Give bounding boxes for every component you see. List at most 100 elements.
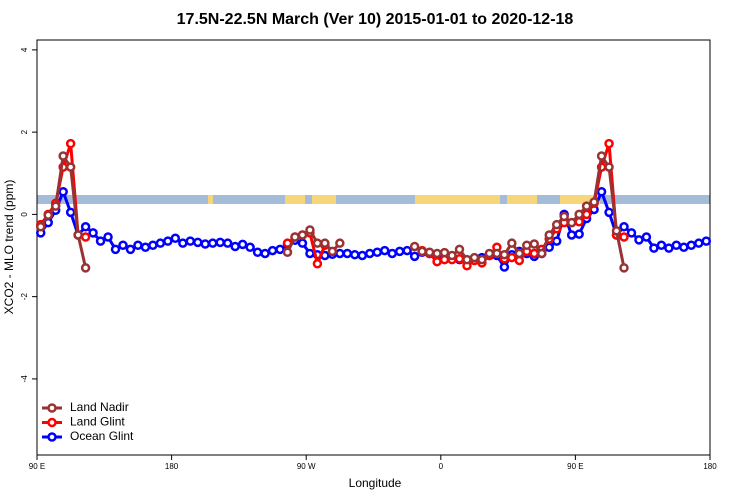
data-point [394,246,405,257]
y-tick-label: 0 [20,212,29,217]
data-point [342,248,353,259]
data-point [365,248,375,259]
data-point [140,242,151,253]
data-point [544,230,554,240]
data-point [596,151,607,161]
data-point [619,221,629,232]
data-point [335,248,345,259]
y-tick-label: -4 [20,375,29,383]
data-point [409,251,420,262]
series [35,151,629,273]
data-point [95,236,106,246]
data-point [125,244,136,255]
data-point [65,138,76,149]
y-axis-label: XCO2 - MLO trend (ppm) [2,180,16,315]
data-point [566,230,577,240]
data-point [604,207,614,218]
data-point [230,241,240,252]
data-point [686,240,697,250]
legend-marker [47,432,57,442]
data-point [484,248,495,259]
data-point [282,247,293,257]
data-point [551,219,562,230]
data-point [80,221,91,232]
data-point [507,238,517,248]
data-point [163,236,173,246]
data-point [65,207,76,218]
data-point [297,230,308,240]
data-point [215,237,225,248]
data-point [237,239,248,250]
data-point [88,228,98,238]
data-point [80,263,91,273]
data-point [664,243,674,253]
data-point [566,217,577,228]
data-point [619,232,629,242]
land-mask [37,195,710,204]
data-point [604,138,614,149]
data-point [118,240,128,250]
data-point [499,262,510,272]
data-point [350,249,360,260]
data-point [193,237,203,248]
legend-label: Ocean Glint [70,429,134,443]
legend-marker [47,403,57,413]
data-point [462,254,472,265]
data-point [694,238,704,248]
data-point [611,226,622,236]
data-point [417,246,427,257]
data-point [185,236,196,246]
data-point [260,248,270,259]
data-point [80,232,91,242]
data-point [529,239,540,249]
data-point [379,245,390,256]
data-point [492,248,502,259]
data-point [305,225,315,235]
data-point [596,187,607,197]
data-point [305,248,315,259]
x-tick-label: 180 [703,462,717,471]
data-point [522,240,532,250]
data-point [424,247,435,257]
legend-label: Land Nadir [70,400,129,414]
data-point [35,221,46,232]
x-tick-label: 90 E [567,462,583,471]
data-point [178,238,188,248]
data-point [574,209,584,220]
data-point [454,254,465,264]
data-point [432,248,442,259]
data-point [589,197,599,207]
data-point [649,243,659,253]
data-point [507,252,517,263]
data-point [409,241,420,252]
data-point [656,240,667,250]
data-point [275,244,285,255]
data-point [372,247,382,257]
data-point [222,238,233,248]
chart-title: 17.5N-22.5N March (Ver 10) 2015-01-01 to… [177,11,574,28]
legend-marker [47,417,57,428]
data-point [73,230,83,240]
y-tick-label: 2 [20,129,29,134]
data-point [402,245,412,256]
x-tick-label: 0 [439,462,444,471]
data-point [604,162,614,172]
data-point [626,228,637,238]
data-point [447,250,457,261]
data-point [641,232,652,242]
data-point [432,256,442,267]
x-axis-label: Longitude [349,476,402,490]
data-point [335,238,345,248]
data-point [551,236,562,246]
data-point [529,248,540,259]
y-tick-label: 4 [20,47,29,52]
data-point [327,246,338,257]
data-point [290,232,300,242]
data-point [200,239,210,249]
data-point [245,242,255,253]
data-point [148,240,158,250]
data-point [58,151,68,161]
data-point [50,201,61,211]
